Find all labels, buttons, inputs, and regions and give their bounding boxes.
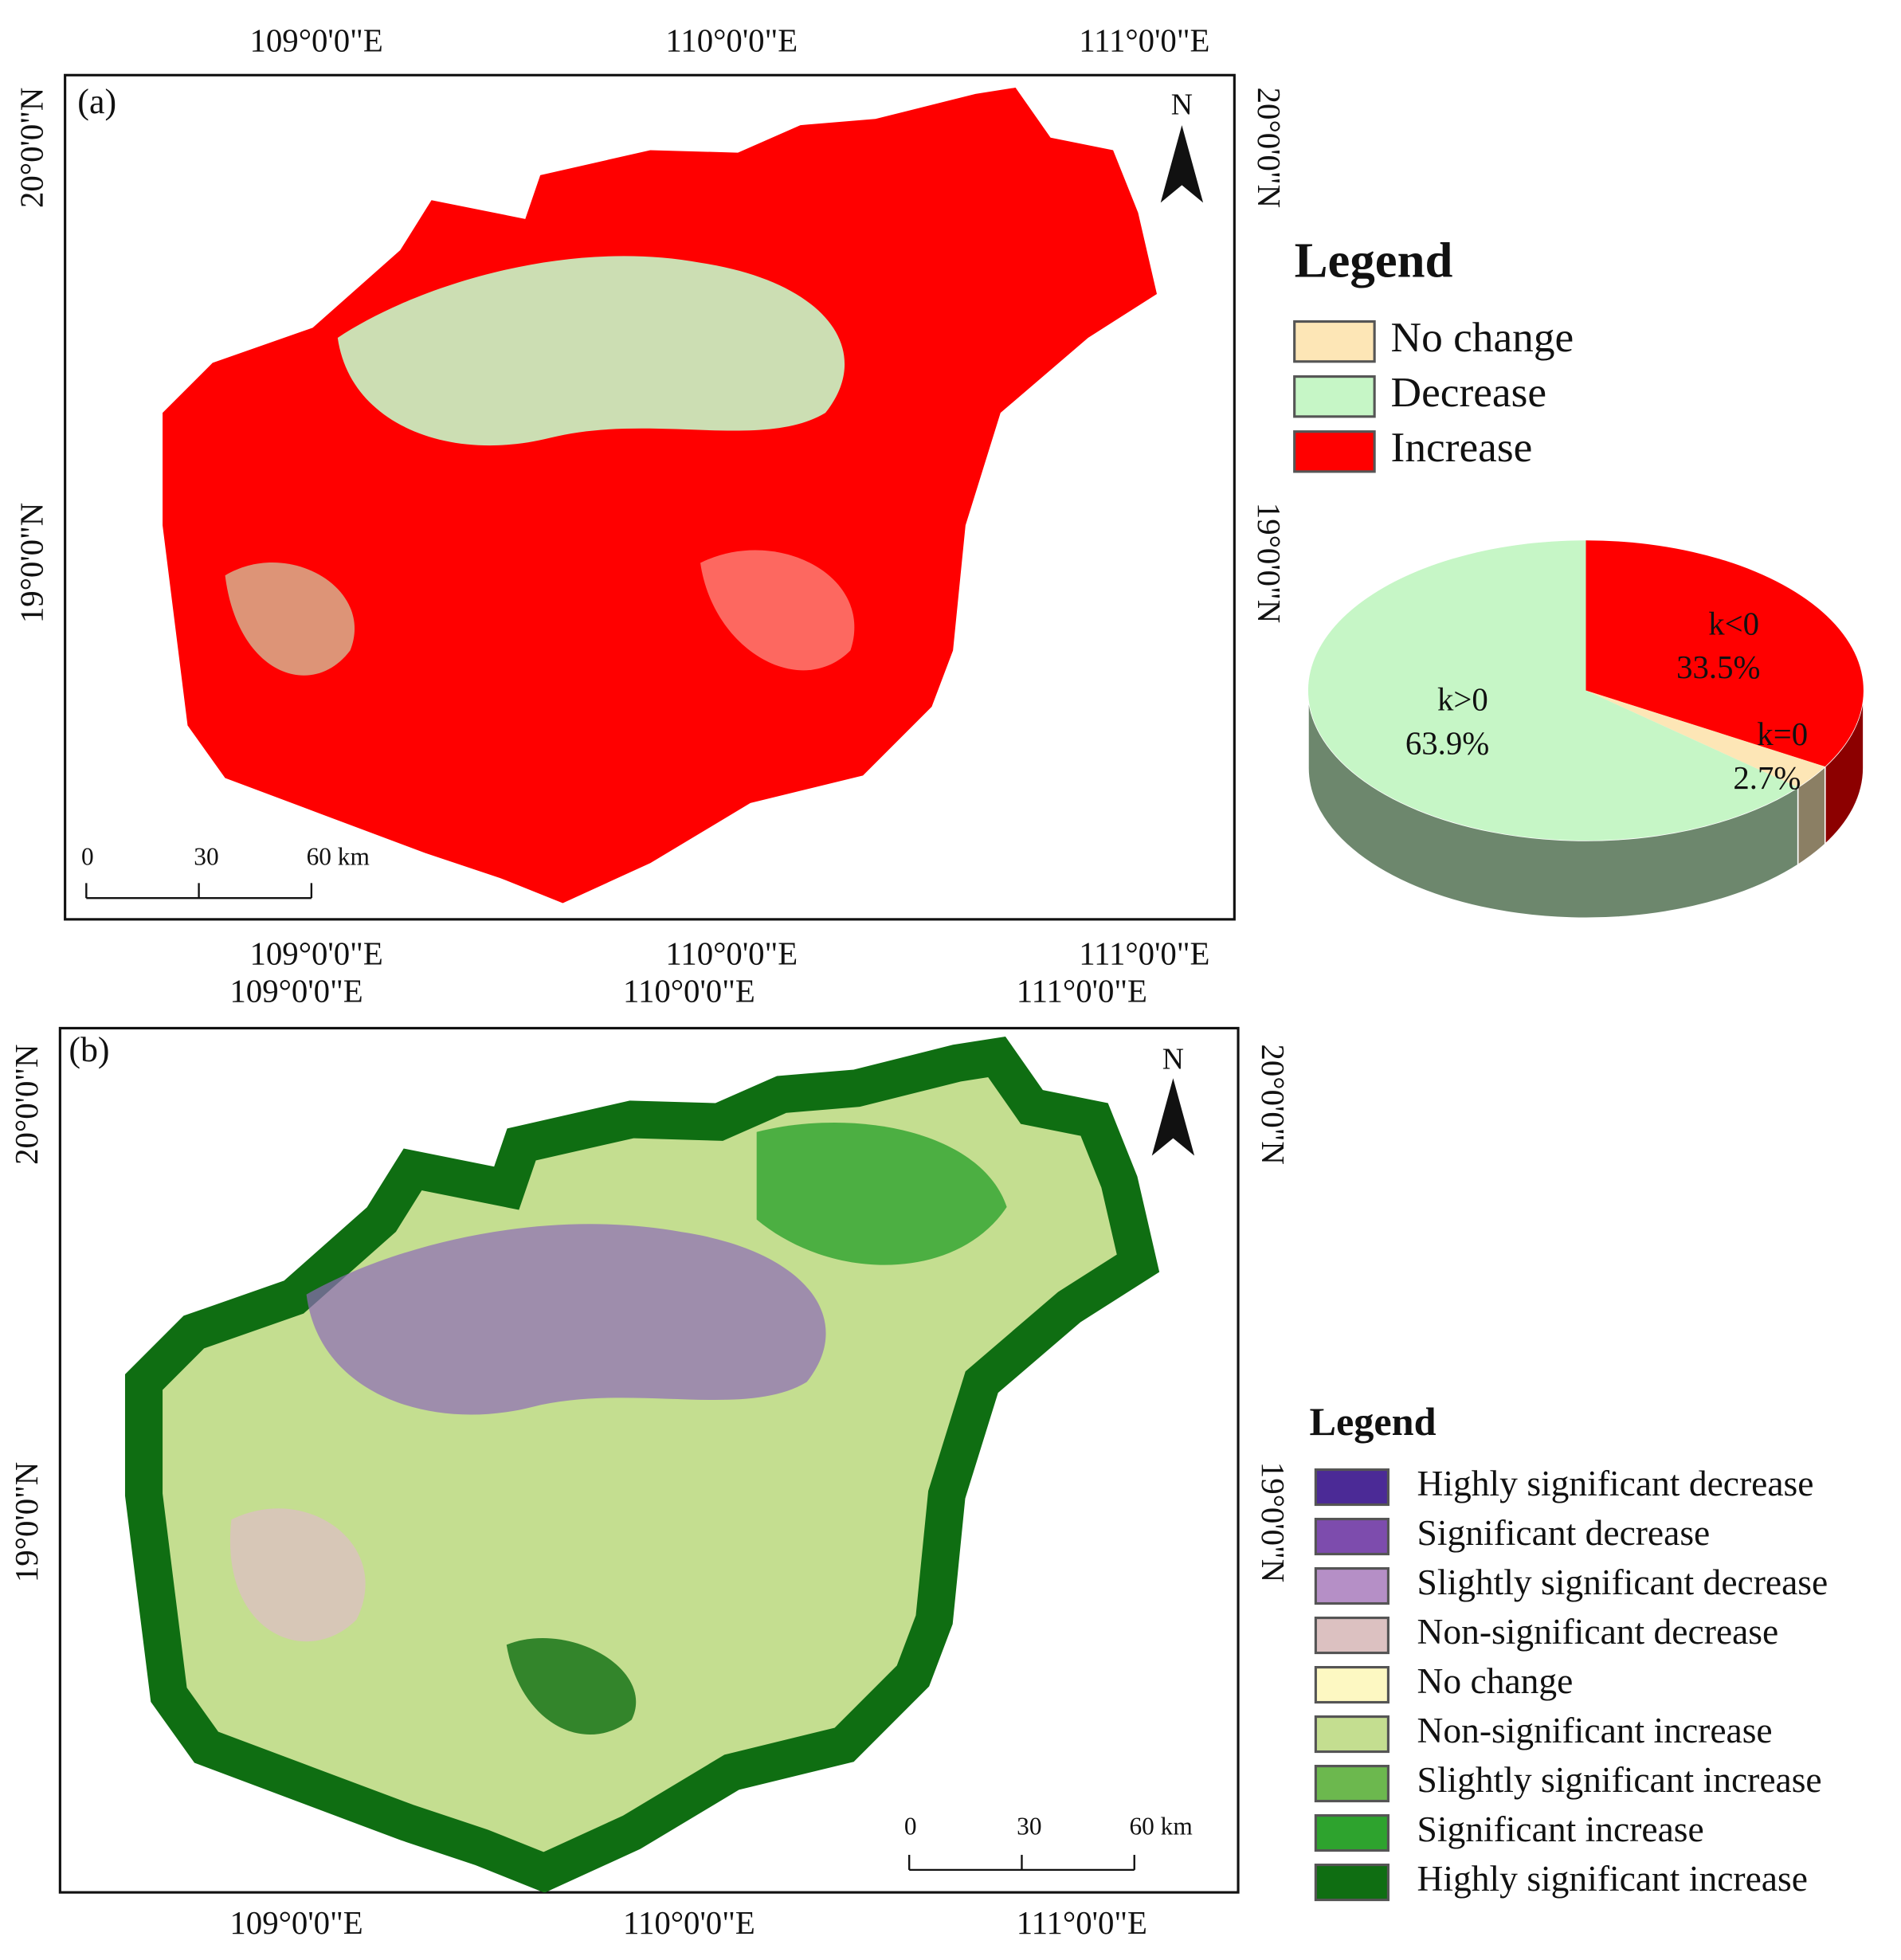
longitude-label: 109°0'0"E bbox=[229, 1905, 363, 1941]
pie-value-label: 2.7% bbox=[1733, 760, 1801, 796]
legend-label: Decrease bbox=[1391, 368, 1547, 416]
legend-label: Significant decrease bbox=[1417, 1512, 1711, 1553]
panel-label: (b) bbox=[69, 1030, 109, 1069]
north-arrow bbox=[1160, 125, 1204, 203]
legend-label: No change bbox=[1391, 313, 1574, 361]
map-a bbox=[163, 87, 1158, 904]
legend-label: Increase bbox=[1391, 423, 1533, 471]
legend-swatch bbox=[1293, 375, 1376, 418]
longitude-label: 111°0'0"E bbox=[1079, 935, 1209, 971]
legend-title: Legend bbox=[1295, 232, 1453, 288]
longitude-label: 111°0'0"E bbox=[1017, 1905, 1147, 1941]
pie-category-label: k>0 bbox=[1437, 681, 1488, 717]
scale-label: 0 bbox=[81, 843, 94, 871]
longitude-label: 110°0'0"E bbox=[623, 1905, 755, 1941]
legend-title: Legend bbox=[1310, 1399, 1437, 1444]
map-b bbox=[144, 1057, 1139, 1872]
legend-swatch bbox=[1314, 1765, 1389, 1803]
longitude-label: 109°0'0"E bbox=[250, 935, 383, 971]
pie-value-label: 33.5% bbox=[1676, 649, 1760, 685]
legend-swatch bbox=[1314, 1666, 1389, 1704]
north-label: N bbox=[1171, 88, 1193, 122]
pie-slice bbox=[1585, 540, 1864, 767]
latitude-label: 20°0'0"N bbox=[14, 88, 49, 208]
legend-label: Highly significant increase bbox=[1417, 1858, 1808, 1899]
legend-swatch bbox=[1314, 1468, 1389, 1507]
longitude-label: 110°0'0"E bbox=[623, 973, 755, 1009]
legend-label: Non-significant decrease bbox=[1417, 1611, 1779, 1652]
latitude-label: 19°0'0"N bbox=[1255, 1462, 1291, 1582]
panel-label: (a) bbox=[77, 82, 116, 121]
legend-label: Non-significant increase bbox=[1417, 1710, 1773, 1750]
legend-label: Highly significant decrease bbox=[1417, 1463, 1814, 1503]
latitude-label: 20°0'0"N bbox=[9, 1045, 45, 1165]
longitude-label: 109°0'0"E bbox=[250, 22, 383, 58]
legend-swatch bbox=[1314, 1517, 1389, 1556]
pie-slice bbox=[1585, 690, 1825, 788]
longitude-label: 110°0'0"E bbox=[665, 935, 798, 971]
north-arrow bbox=[1151, 1078, 1195, 1156]
latitude-label: 19°0'0"N bbox=[9, 1462, 45, 1582]
pie-category-label: k<0 bbox=[1708, 606, 1759, 641]
legend-label: Significant increase bbox=[1417, 1809, 1704, 1849]
latitude-label: 20°0'0"N bbox=[1255, 1045, 1291, 1165]
pie-category-label: k=0 bbox=[1757, 716, 1808, 752]
legend-swatch bbox=[1314, 1616, 1389, 1655]
pie-slice bbox=[1307, 540, 1798, 841]
latitude-label: 20°0'0"N bbox=[1251, 88, 1287, 208]
latitude-label: 19°0'0"N bbox=[14, 503, 49, 623]
scale-label: 60 km bbox=[1129, 1812, 1192, 1840]
legend-swatch bbox=[1314, 1715, 1389, 1754]
legend-label: Slightly significant decrease bbox=[1417, 1562, 1828, 1602]
scale-label: 0 bbox=[904, 1812, 917, 1840]
scale-label: 30 bbox=[1017, 1812, 1041, 1840]
legend-swatch bbox=[1314, 1566, 1389, 1605]
legend-swatch bbox=[1293, 430, 1376, 473]
legend-swatch bbox=[1314, 1814, 1389, 1852]
legend-label: No change bbox=[1417, 1660, 1574, 1701]
longitude-label: 110°0'0"E bbox=[665, 22, 798, 58]
longitude-label: 111°0'0"E bbox=[1079, 22, 1209, 58]
legend-swatch bbox=[1314, 1864, 1389, 1902]
scale-label: 30 bbox=[194, 843, 218, 871]
scale-label: 60 km bbox=[307, 843, 370, 871]
latitude-label: 19°0'0"N bbox=[1251, 503, 1287, 623]
longitude-label: 111°0'0"E bbox=[1017, 973, 1147, 1009]
legend-label: Slightly significant increase bbox=[1417, 1759, 1822, 1800]
north-label: N bbox=[1162, 1042, 1184, 1076]
longitude-label: 109°0'0"E bbox=[229, 973, 363, 1009]
legend-swatch bbox=[1293, 319, 1376, 363]
pie-value-label: 63.9% bbox=[1405, 725, 1489, 761]
